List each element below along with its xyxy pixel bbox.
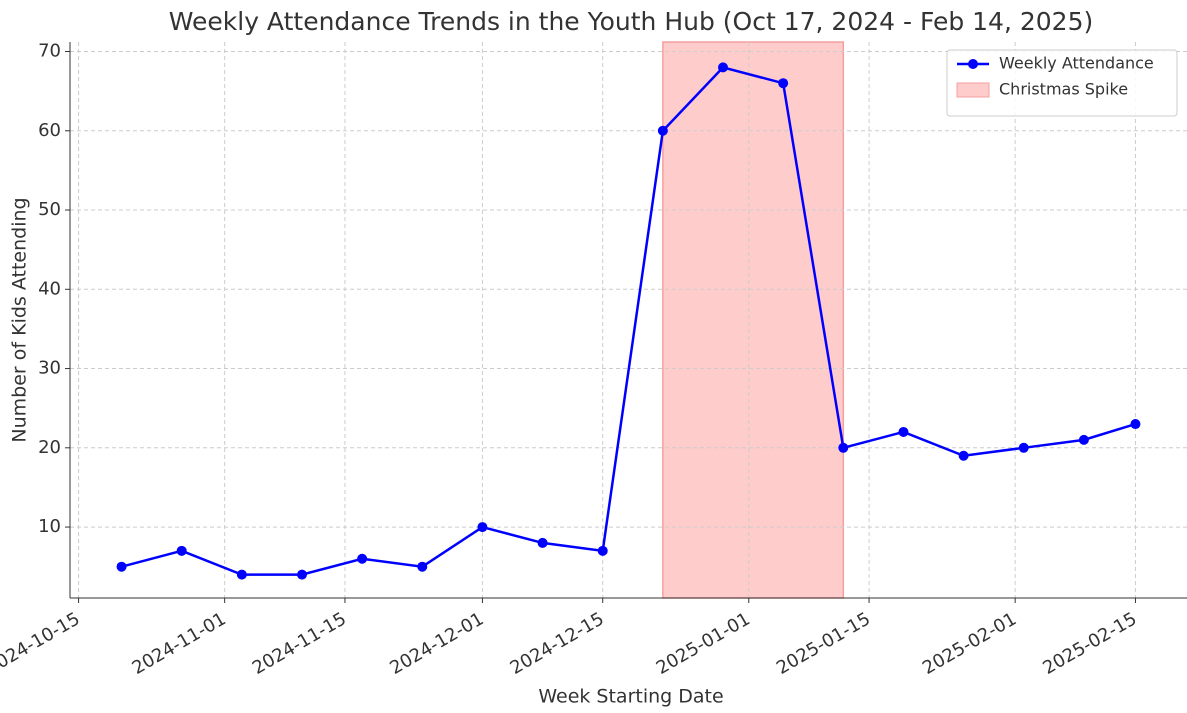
point — [838, 442, 849, 453]
point — [116, 561, 127, 572]
point — [236, 569, 247, 580]
point — [176, 545, 187, 556]
point — [477, 522, 488, 533]
point — [296, 569, 307, 580]
x-tick-label: 2024-12-15 — [507, 608, 608, 678]
y-axis-label: Number of Kids Attending — [9, 197, 31, 442]
legend-point — [968, 59, 978, 69]
legend-swatch — [956, 82, 990, 98]
point — [958, 450, 969, 461]
point — [657, 125, 668, 136]
point — [718, 62, 729, 73]
y-tick-label: 20 — [38, 437, 61, 458]
x-tick-label: 2024-11-15 — [249, 608, 350, 678]
y-tick-label: 60 — [38, 120, 61, 141]
x-axis-label: Week Starting Date — [538, 686, 723, 708]
point — [417, 561, 428, 572]
line — [121, 65, 1136, 576]
y-tick-label: 70 — [38, 41, 61, 62]
x-tick-label: 2024-11-01 — [129, 608, 230, 678]
point — [597, 545, 608, 556]
point — [778, 78, 789, 89]
point — [1130, 419, 1141, 430]
x-tick-label: 2025-02-01 — [919, 608, 1020, 678]
legend-label: Christmas Spike — [999, 80, 1128, 99]
point — [537, 537, 548, 548]
x-tick-label: 2024-12-01 — [386, 608, 487, 678]
legend-box — [946, 49, 1178, 117]
point — [1078, 434, 1089, 445]
y-tick-label: 10 — [38, 516, 61, 537]
y-tick-label: 40 — [38, 278, 61, 299]
point — [1018, 442, 1029, 453]
x-tick-label: 2025-02-15 — [1039, 608, 1140, 678]
point — [357, 553, 368, 564]
y-tick-label: 50 — [38, 199, 61, 220]
y-tick-label: 30 — [38, 358, 61, 379]
x-tick-label: 2025-01-01 — [653, 608, 754, 678]
x-tick-label: 2025-01-15 — [773, 608, 874, 678]
point — [898, 426, 909, 437]
x-tick-label: 2024-10-15 — [0, 608, 84, 678]
span — [662, 41, 845, 599]
chart-title: Weekly Attendance Trends in the Youth Hu… — [169, 7, 1094, 36]
legend-label: Weekly Attendance — [999, 54, 1154, 73]
